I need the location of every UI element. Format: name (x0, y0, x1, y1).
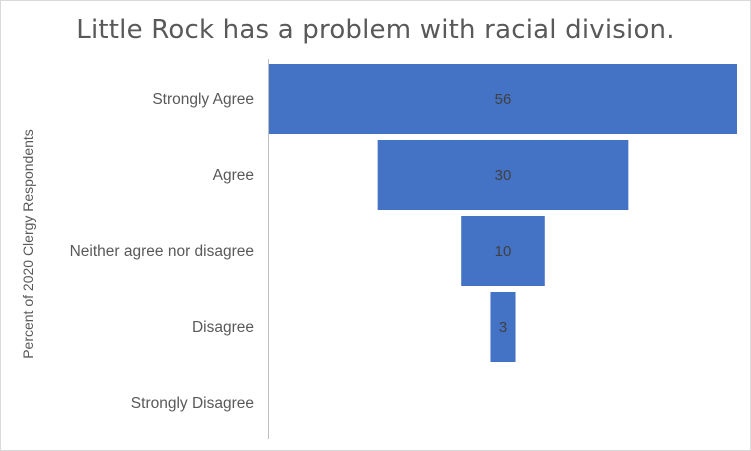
chart-title: Little Rock has a problem with racial di… (76, 15, 675, 45)
category-label: Strongly Disagree (131, 395, 254, 412)
funnel-bar (269, 64, 737, 134)
category-label: Disagree (192, 319, 254, 336)
funnel-bar (490, 292, 516, 362)
data-label: 3 (499, 319, 507, 336)
funnel-bar (461, 216, 545, 286)
category-label: Strongly Agree (152, 91, 254, 108)
data-label: 30 (495, 167, 512, 184)
category-label: Agree (213, 167, 254, 184)
data-label: 56 (495, 91, 512, 108)
data-label: 10 (495, 243, 512, 260)
funnel-bar (377, 140, 629, 210)
category-label: Neither agree nor disagree (70, 243, 254, 260)
